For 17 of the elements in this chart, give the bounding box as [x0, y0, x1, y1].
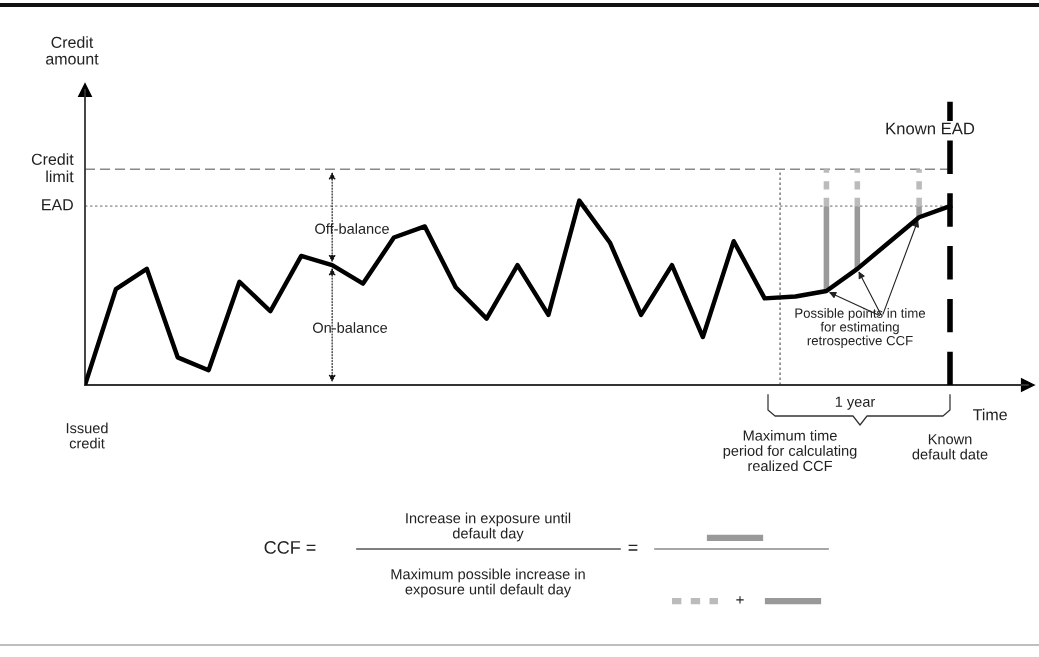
x-axis-title: Time	[973, 408, 1007, 421]
text: +	[736, 596, 744, 604]
text: Known EAD	[886, 122, 975, 135]
annotation: Off-balance	[315, 223, 389, 234]
text: Maximum possible increase in exposure until default day	[391, 568, 585, 598]
text: Maximum time period for calculating realized CCF	[723, 430, 857, 472]
text: Increase in exposure until default day	[406, 512, 571, 542]
text: Known default date	[912, 434, 988, 460]
text: 1 year	[835, 396, 876, 410]
text: CCF =	[264, 541, 316, 554]
text: =	[628, 544, 638, 551]
annotation: Possible points in time for estimating retrospective CCF	[795, 308, 926, 348]
ref-line-label: EAD	[42, 199, 73, 211]
text: Credit amount	[46, 36, 99, 65]
ref-line-label: Credit limit	[31, 153, 74, 183]
annotation: On-balance	[313, 322, 388, 333]
text: Issued credit	[66, 422, 108, 449]
